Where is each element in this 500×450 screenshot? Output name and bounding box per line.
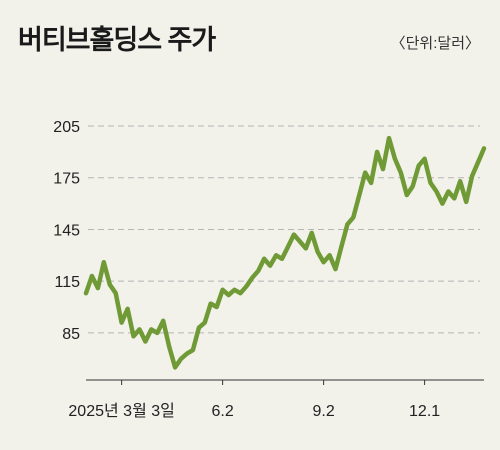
x-tick-label: 12.1 bbox=[409, 403, 440, 420]
unit-label: 〈단위:달러〉 bbox=[390, 35, 480, 52]
series-line bbox=[83, 135, 487, 370]
x-axis: 2025년 3월 3일 6.2 9.2 12.1 bbox=[68, 380, 440, 420]
y-tick-label: 145 bbox=[53, 222, 80, 239]
x-tick-label: 2025년 3월 3일 bbox=[68, 402, 174, 420]
y-axis: 85 115 145 175 205 bbox=[53, 119, 80, 343]
x-tick-label: 6.2 bbox=[212, 403, 234, 420]
y-tick-label: 205 bbox=[53, 119, 80, 136]
gridlines bbox=[88, 125, 480, 334]
y-tick-label: 85 bbox=[62, 326, 80, 343]
chart-title: 버티브홀딩스 주가 bbox=[18, 25, 216, 55]
y-tick-label: 175 bbox=[53, 171, 80, 188]
x-tick-label: 9.2 bbox=[312, 403, 334, 420]
y-tick-label: 115 bbox=[54, 274, 80, 291]
